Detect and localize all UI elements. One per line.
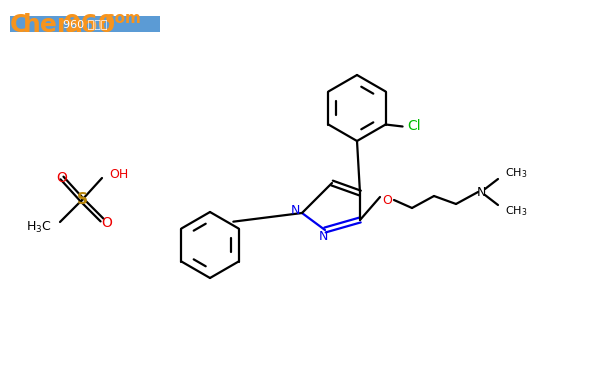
Text: C: C xyxy=(10,13,28,37)
Text: S: S xyxy=(76,192,88,207)
FancyBboxPatch shape xyxy=(10,16,160,32)
Text: Cl: Cl xyxy=(408,120,421,134)
Text: N: N xyxy=(290,204,299,216)
Text: N: N xyxy=(476,186,486,198)
Text: OH: OH xyxy=(109,168,128,182)
Text: CH$_3$: CH$_3$ xyxy=(505,204,528,218)
Text: N: N xyxy=(318,231,328,243)
Text: O: O xyxy=(382,194,392,207)
Text: O: O xyxy=(56,171,67,185)
Text: hem: hem xyxy=(23,13,84,37)
Text: .com: .com xyxy=(100,11,141,26)
Text: O: O xyxy=(102,216,113,230)
Text: CH$_3$: CH$_3$ xyxy=(505,166,528,180)
Text: 960: 960 xyxy=(64,13,116,37)
Text: H$_3$C: H$_3$C xyxy=(27,219,52,234)
Text: 960 化工网: 960 化工网 xyxy=(63,19,107,29)
